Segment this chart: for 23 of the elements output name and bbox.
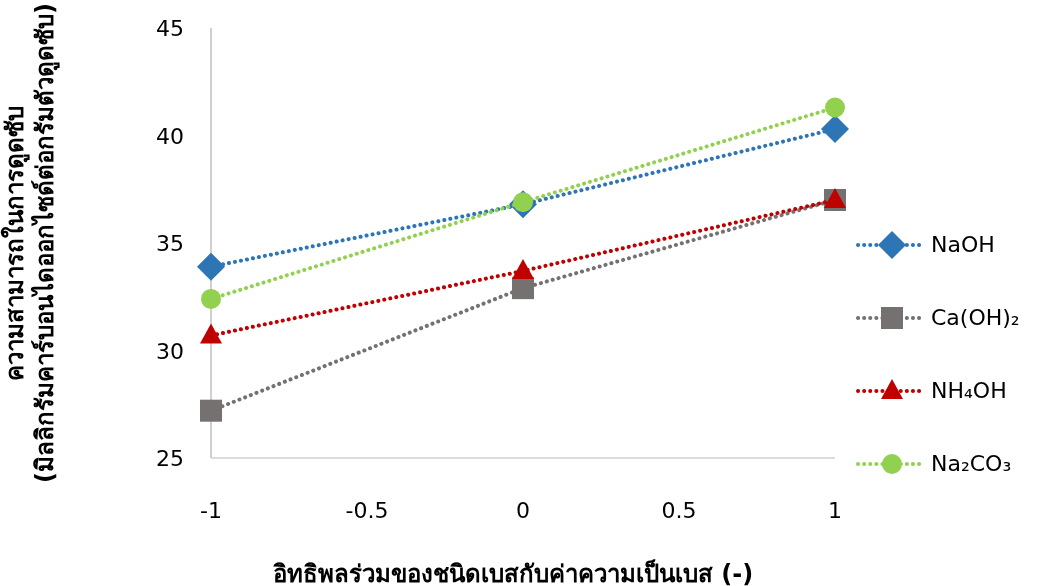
y-tick-label: 40 <box>156 123 184 149</box>
x-axis-title: อิทธิพลร่วมของชนิดเบสกับค่าความเป็นเบส (-) <box>272 559 754 586</box>
legend-label: NaOH <box>931 232 995 257</box>
legend-label: NH₄OH <box>931 378 1007 403</box>
y-tick-label: 45 <box>156 16 184 41</box>
legend-label: Ca(OH)₂ <box>931 305 1020 330</box>
point <box>200 399 222 422</box>
y-axis-title: ความสามารถในการดูดซับ (มิลลิกรัมคาร์บอนไดออกไซด์ต่อกรัมตัวดูดซับ) <box>0 3 60 483</box>
point <box>200 323 222 344</box>
y-tick-label: 25 <box>156 446 184 471</box>
legend-label: Na₂CO₃ <box>931 451 1012 476</box>
point <box>197 252 225 281</box>
point <box>201 288 221 309</box>
point <box>825 97 845 118</box>
point <box>512 277 534 300</box>
point <box>821 115 849 144</box>
y-tick-label: 30 <box>156 338 184 364</box>
x-tick-label: -0.5 <box>345 498 389 523</box>
x-tick-label: 1 <box>828 498 842 523</box>
y-tick-label: 35 <box>156 231 184 256</box>
x-tick-label: 0.5 <box>661 498 697 523</box>
x-tick-label: -1 <box>200 498 222 523</box>
x-tick-label: 0 <box>516 498 530 523</box>
